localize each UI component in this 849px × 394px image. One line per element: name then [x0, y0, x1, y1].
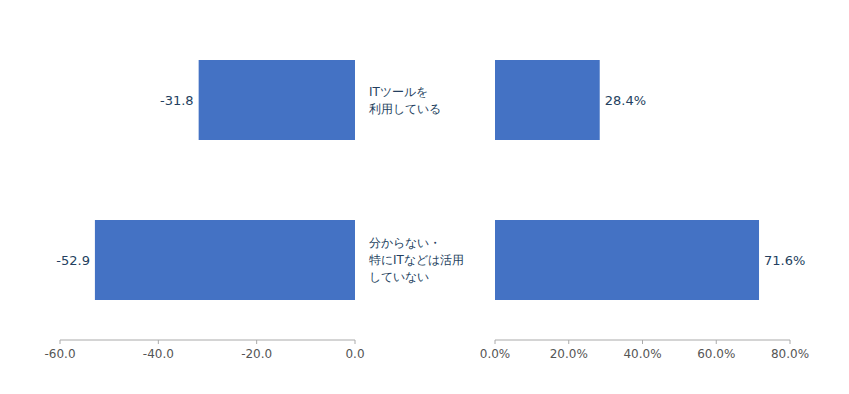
x-tick-label: -20.0: [241, 347, 272, 361]
bar: [495, 220, 759, 300]
x-tick-label: -60.0: [44, 347, 75, 361]
panel: 0.0% 20.0% 40.0% 60.0% 80.0% 28.4% 71.6%: [480, 60, 809, 361]
x-tick-label: 0.0%: [480, 347, 511, 361]
x-tick: [568, 340, 569, 344]
x-tick: [60, 340, 61, 344]
data-label: -52.9: [56, 253, 90, 268]
x-axis-line: [60, 340, 355, 341]
panel: -60.0 -40.0 -20.0 0.0 -31.8 -52.9: [44, 60, 364, 361]
x-tick: [256, 340, 257, 344]
x-tick: [716, 340, 717, 344]
x-tick: [790, 340, 791, 344]
chart-svg: -60.0 -40.0 -20.0 0.0 -31.8 -52.9 0.0% 20.0% 40.…: [0, 0, 849, 394]
bars: [495, 60, 759, 300]
bars: [95, 60, 355, 300]
x-tick-label: 20.0%: [550, 347, 588, 361]
x-tick: [495, 340, 496, 344]
x-tick-label: 60.0%: [697, 347, 735, 361]
bar: [199, 60, 355, 140]
bar: [95, 220, 355, 300]
x-tick-label: -40.0: [143, 347, 174, 361]
x-tick-label: 80.0%: [771, 347, 809, 361]
data-label: 28.4%: [605, 93, 646, 108]
data-label: -31.8: [160, 93, 194, 108]
data-label: 71.6%: [764, 253, 805, 268]
chart-container: -60.0 -40.0 -20.0 0.0 -31.8 -52.9 0.0% 20.0% 40.…: [0, 0, 849, 394]
category-label: 分からない・特にITなどは活用していない: [369, 236, 464, 284]
x-tick: [355, 340, 356, 344]
x-tick-label: 40.0%: [623, 347, 661, 361]
x-tick-label: 0.0: [345, 347, 364, 361]
category-label: ITツールを利用している: [369, 85, 441, 116]
bar: [495, 60, 600, 140]
x-tick: [158, 340, 159, 344]
x-tick: [642, 340, 643, 344]
